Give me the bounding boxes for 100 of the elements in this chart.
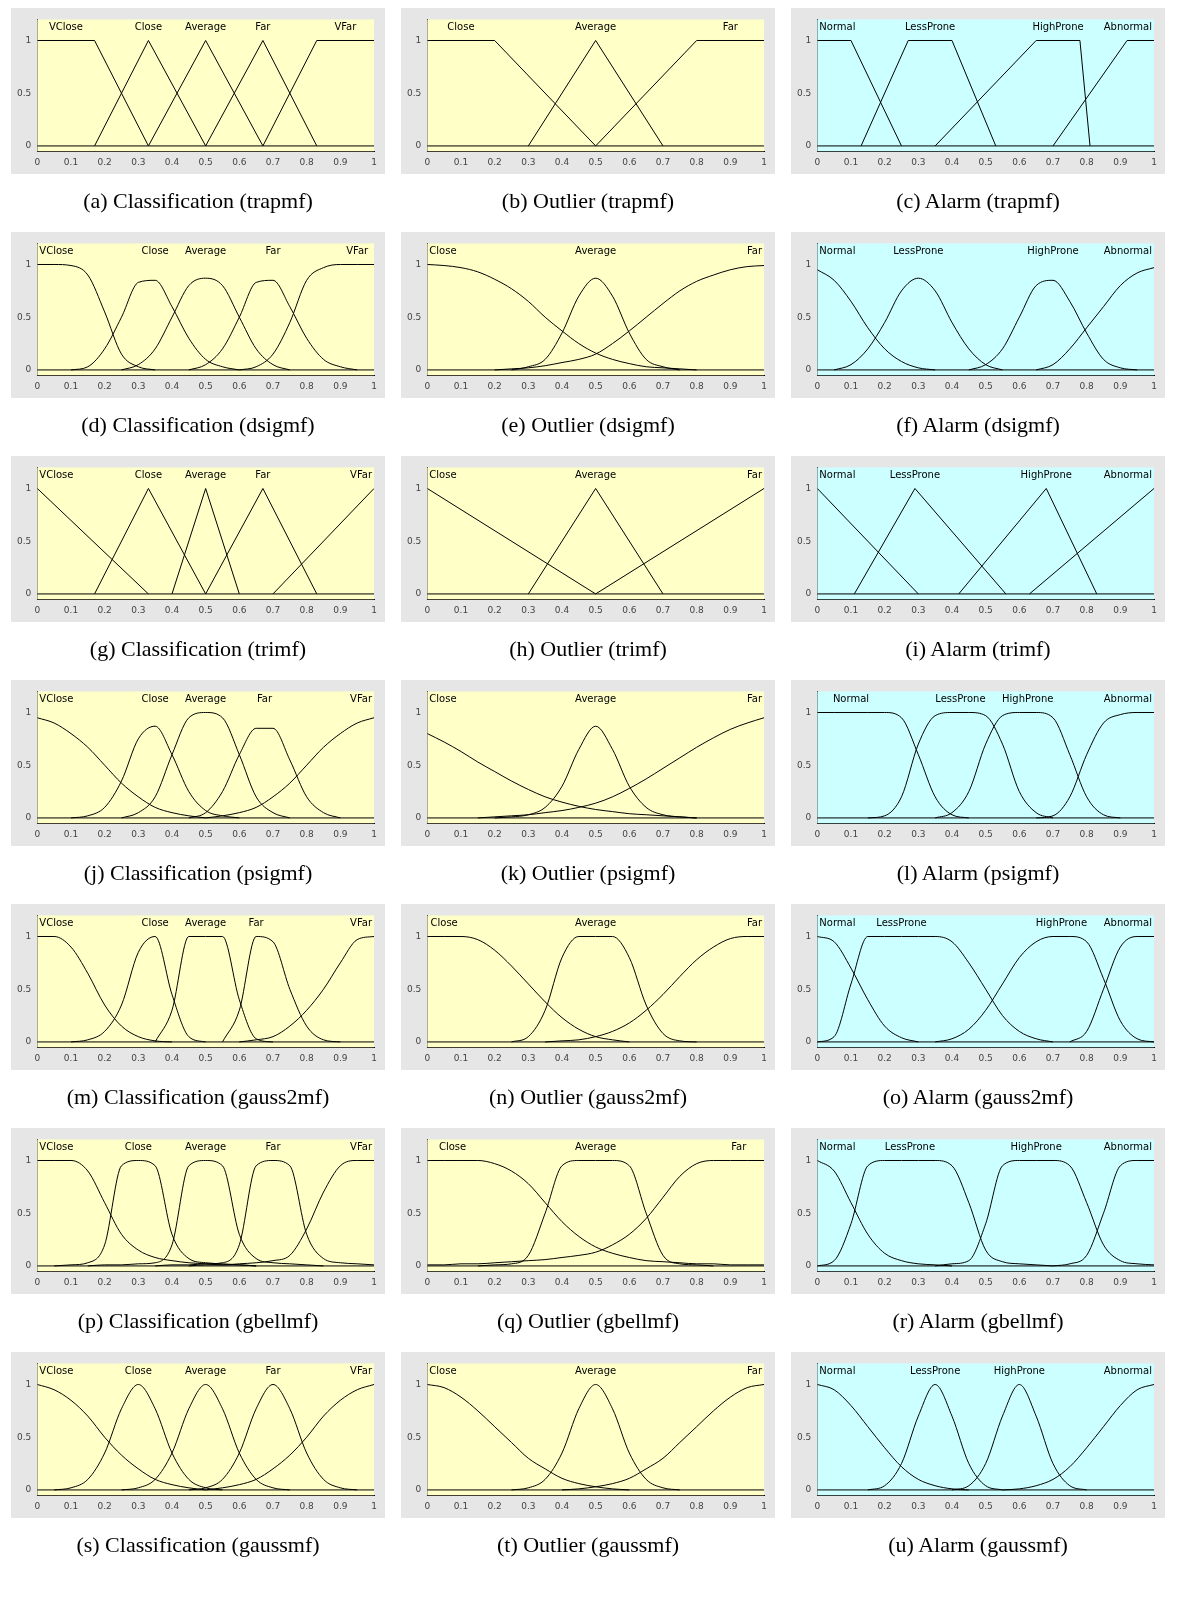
series-label: Abnormal — [1103, 692, 1153, 704]
y-tick-label: 0 — [25, 812, 32, 823]
y-tick-label: 0.5 — [796, 1207, 812, 1218]
x-tick-label: 0 — [34, 156, 41, 167]
y-tick-label: 1 — [25, 1378, 32, 1389]
x-tick-label: 0.3 — [911, 380, 926, 391]
y-tick-label: 0 — [415, 364, 422, 375]
x-tick-label: 0.5 — [198, 1500, 213, 1511]
series-label: Far — [746, 244, 763, 256]
x-tick-label: 0.3 — [131, 1500, 146, 1511]
x-tick-label: 0.3 — [521, 380, 536, 391]
x-tick-label: 1 — [1151, 1276, 1157, 1287]
y-tick-label: 0 — [25, 140, 32, 151]
x-tick-label: 0.5 — [588, 380, 603, 391]
x-tick-label: 0.3 — [521, 1500, 536, 1511]
x-tick-label: 0 — [424, 1276, 431, 1287]
text: (g) Classification (trimf) — [89, 636, 307, 662]
y-tick-label: 1 — [25, 258, 32, 269]
y-tick-label: 0 — [415, 140, 422, 151]
text: (d) Classification (dsigmf) — [81, 412, 315, 438]
x-tick-label: 1 — [1151, 828, 1157, 839]
x-tick-label: 0.8 — [689, 380, 705, 391]
y-tick-label: 1 — [25, 34, 32, 45]
x-tick-label: 0.6 — [622, 1500, 637, 1511]
x-tick-label: 0.1 — [453, 1276, 469, 1287]
x-tick-label: 0.1 — [843, 380, 859, 391]
series-label: Far — [746, 692, 763, 704]
series-label: Average — [575, 20, 617, 32]
x-tick-label: 0.1 — [843, 828, 859, 839]
x-tick-label: 0.6 — [1012, 604, 1027, 615]
x-tick-label: 0.2 — [97, 1276, 112, 1287]
x-tick-label: 0.8 — [1079, 1276, 1095, 1287]
x-tick-label: 0.2 — [487, 1276, 502, 1287]
x-tick-label: 0.1 — [843, 1276, 859, 1287]
y-tick-label: 1 — [415, 1154, 422, 1165]
series-label: Far — [746, 468, 763, 480]
y-tick-label: 0.5 — [406, 1431, 422, 1442]
x-tick-label: 0.9 — [723, 1276, 738, 1287]
series-label: Abnormal — [1103, 468, 1153, 480]
y-tick-label: 1 — [805, 482, 812, 493]
x-tick-label: 0.7 — [265, 156, 281, 167]
x-tick-label: 0.5 — [978, 1500, 993, 1511]
x-tick-label: 0 — [814, 1276, 821, 1287]
series-label: VFar — [346, 244, 370, 256]
y-tick-label: 1 — [805, 34, 812, 45]
x-tick-label: 0.9 — [333, 380, 348, 391]
x-tick-label: 0.7 — [655, 380, 671, 391]
y-tick-label: 0 — [415, 1484, 422, 1495]
x-tick-label: 0.7 — [1045, 1276, 1061, 1287]
x-tick-label: 0.5 — [198, 380, 213, 391]
x-tick-label: 0.9 — [723, 380, 738, 391]
y-tick-label: 0.5 — [16, 1207, 32, 1218]
x-tick-label: 0.1 — [63, 380, 79, 391]
x-tick-label: 0.2 — [877, 380, 892, 391]
x-tick-label: 0.6 — [622, 156, 637, 167]
x-tick-label: 0.3 — [131, 604, 146, 615]
y-tick-label: 0.5 — [16, 983, 32, 994]
x-tick-label: 0.9 — [723, 604, 738, 615]
x-tick-label: 0 — [34, 380, 41, 391]
series-label: VFar — [350, 692, 373, 704]
x-tick-label: 0.1 — [63, 604, 79, 615]
series-label: Close — [124, 1140, 152, 1152]
x-tick-label: 0.3 — [911, 156, 926, 167]
x-tick-label: 0.6 — [622, 380, 637, 391]
series-label: VClose — [39, 244, 74, 256]
series-label: Average — [575, 1364, 617, 1376]
x-tick-label: 0.6 — [1012, 156, 1027, 167]
series-label: Normal — [819, 20, 856, 32]
x-tick-label: 0.8 — [1079, 828, 1095, 839]
x-tick-label: 0.5 — [978, 828, 993, 839]
y-tick-label: 0 — [805, 1260, 812, 1271]
x-tick-label: 0.8 — [689, 156, 705, 167]
x-tick-label: 0.2 — [487, 156, 502, 167]
x-tick-label: 0.9 — [723, 828, 738, 839]
x-tick-label: 0.6 — [1012, 828, 1027, 839]
series-label: Average — [185, 20, 227, 32]
y-tick-label: 1 — [415, 258, 422, 269]
x-tick-label: 0.7 — [265, 380, 281, 391]
x-tick-label: 0 — [34, 604, 41, 615]
series-label: Close — [429, 468, 457, 480]
x-tick-label: 0.7 — [1045, 1052, 1061, 1063]
x-tick-label: 1 — [1151, 156, 1157, 167]
x-tick-label: 0.4 — [164, 380, 180, 391]
text: Average — [185, 244, 227, 256]
x-tick-label: 0.4 — [164, 1500, 180, 1511]
x-tick-label: 0.8 — [299, 380, 315, 391]
y-tick-label: 0 — [805, 364, 812, 375]
x-tick-label: 0.2 — [97, 1500, 112, 1511]
y-tick-label: 0 — [415, 812, 422, 823]
series-label: Average — [185, 692, 227, 704]
x-tick-label: 0 — [34, 828, 41, 839]
text: (q) Outlier (gbellmf) — [496, 1308, 680, 1334]
x-tick-label: 0.7 — [265, 1276, 281, 1287]
x-tick-label: 0.5 — [588, 1052, 603, 1063]
text: (a) Classification (trapmf) — [83, 188, 313, 214]
x-tick-label: 0.6 — [1012, 1500, 1027, 1511]
x-tick-label: 0.1 — [843, 1052, 859, 1063]
x-tick-label: 0 — [34, 1500, 41, 1511]
x-tick-label: 0.2 — [487, 604, 502, 615]
x-tick-label: 0.6 — [622, 604, 637, 615]
